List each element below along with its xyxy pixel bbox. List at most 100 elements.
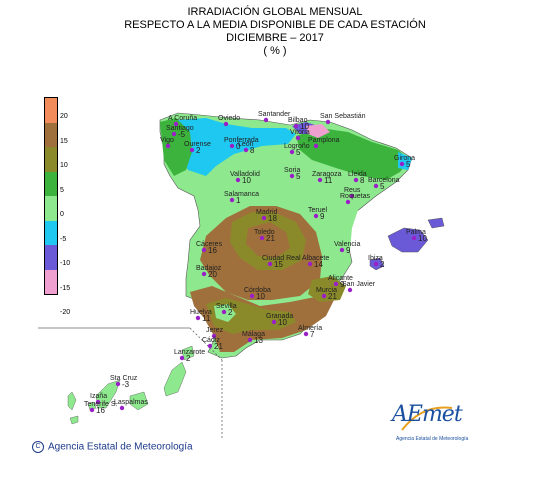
station-name: Oviedo	[218, 115, 240, 122]
station-value: 15	[274, 260, 283, 269]
station-dot	[293, 123, 299, 129]
legend-swatch	[45, 122, 57, 147]
station-name: Toledo	[254, 229, 275, 236]
station-name: Teruel	[308, 207, 328, 214]
zone-negative-15-basque	[306, 124, 330, 138]
station-value: -3	[122, 380, 130, 389]
station-name: Murcia	[316, 287, 337, 294]
copyright-text: Agencia Estatal de Meteorología	[48, 441, 193, 453]
zone-0-5-north	[226, 150, 300, 186]
station-dot	[373, 183, 379, 189]
station-dot	[211, 333, 217, 339]
station-value: 5	[296, 172, 301, 181]
station-value: 11	[202, 314, 211, 323]
station-dot	[345, 199, 351, 205]
station-name: Vitoria	[290, 129, 310, 136]
station-dot	[353, 177, 359, 183]
station-layer: A CoruñaSantiago-5VigoOurense2OviedoPonf…	[84, 111, 427, 415]
station-dot	[119, 405, 125, 411]
station-name: Ponferrada	[224, 137, 259, 144]
station-dot	[179, 355, 185, 361]
logo-wordmark: AEmet	[392, 402, 463, 427]
station-name: A Coruña	[168, 115, 197, 122]
station-name: Almería	[298, 325, 322, 332]
legend-swatch	[45, 147, 57, 172]
station-value: 1	[236, 196, 241, 205]
station-name: Roquetas	[340, 193, 370, 200]
copyright-icon: C	[32, 441, 44, 453]
station-dot	[263, 117, 269, 123]
color-legend	[44, 97, 58, 295]
station-dot	[195, 315, 201, 321]
station-dot	[201, 247, 207, 253]
canary-islands	[67, 345, 195, 425]
legend-swatch	[45, 269, 57, 294]
legend-label: 20	[60, 113, 68, 120]
aemet-swoosh-icon	[401, 406, 453, 431]
station-name: San Javier	[342, 281, 376, 288]
station-value: 8	[250, 146, 255, 155]
station-name: Izaña	[90, 393, 107, 400]
title-line-4: ( % )	[263, 45, 287, 57]
canary-inset-frame	[38, 327, 223, 440]
legend-label: -5	[60, 235, 67, 243]
inset-line-diagonal	[189, 327, 223, 361]
station-name: Soria	[284, 167, 300, 174]
station-name: Sevilla	[216, 303, 237, 310]
station-value: 16	[208, 246, 217, 255]
legend-swatch	[45, 245, 57, 270]
title-line-2: RESPECTO A LA MEDIA DISPONIBLE DE CADA E…	[124, 19, 426, 31]
station-dot	[249, 293, 255, 299]
legend-label: -15	[60, 284, 71, 292]
title-line-1: IRRADIACIÓN GLOBAL MENSUAL	[187, 6, 363, 18]
station-value: 2	[380, 260, 385, 269]
station-name: San Sebastián	[320, 113, 366, 120]
station-name: Valladolid	[230, 171, 260, 178]
station-value: 2	[186, 354, 191, 363]
zone-0-5-east	[320, 200, 360, 268]
station-dot	[313, 143, 319, 149]
station-name: Badajoz	[196, 265, 222, 272]
station-dot	[171, 131, 177, 137]
station-name: Salamanca	[224, 191, 259, 198]
station-dot	[289, 149, 295, 155]
station-name: Sta Cruz	[110, 375, 138, 382]
station-name: Pamplona	[308, 137, 340, 144]
station-value: 5	[380, 182, 385, 191]
station-dot	[95, 399, 101, 405]
station-dot	[243, 147, 249, 153]
zone-negative-5	[174, 118, 296, 176]
legend-label: -20	[60, 309, 71, 316]
legend-label: 0	[60, 211, 64, 218]
station-name: Lanzarote	[174, 349, 205, 356]
station-dot	[223, 121, 229, 127]
station-dot	[317, 177, 323, 183]
station-dot	[115, 381, 121, 387]
station-dot	[201, 271, 207, 277]
station-name: Granada	[266, 313, 293, 320]
station-value: 9	[340, 280, 345, 289]
station-dot	[259, 235, 265, 241]
station-dot	[229, 143, 235, 149]
legend-label: -10	[60, 260, 71, 267]
station-name: Santiago	[166, 125, 194, 132]
station-dot	[333, 281, 339, 287]
station-value: 10	[242, 176, 251, 185]
station-value: 5	[406, 160, 411, 169]
station-name: Valencia	[334, 241, 360, 248]
station-dot	[173, 121, 179, 127]
aemet-logo: AEmet Agencia Estatal de Meteorología	[392, 402, 482, 448]
station-dot	[89, 407, 95, 413]
station-dot	[247, 337, 253, 343]
station-value: 2	[228, 308, 233, 317]
station-dot	[411, 235, 417, 241]
menorca	[427, 217, 445, 229]
station-dot	[313, 213, 319, 219]
legend-label: 10	[60, 162, 68, 169]
station-value: 5	[296, 148, 301, 157]
station-dot	[373, 261, 379, 267]
station-dot	[165, 143, 171, 149]
station-name: Reus	[344, 187, 361, 194]
station-dot	[339, 247, 345, 253]
station-name: Málaga	[242, 331, 265, 338]
